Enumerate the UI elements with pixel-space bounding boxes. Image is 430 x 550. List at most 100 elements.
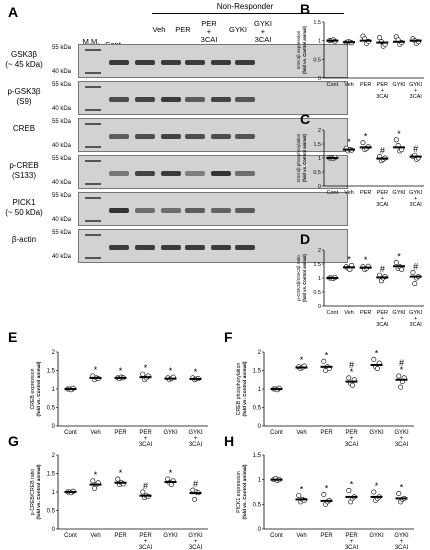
significance-mark: # [193, 479, 198, 489]
x-tick-label: + [381, 196, 384, 202]
protein-band [185, 208, 205, 213]
marker-band [85, 234, 101, 236]
significance-mark: * [375, 348, 379, 358]
x-tick-label: + [144, 436, 148, 442]
data-point [349, 382, 355, 388]
protein-band [235, 97, 255, 102]
y-tick-label: 0 [318, 76, 321, 82]
blot-image [78, 44, 348, 78]
marker-band [85, 86, 101, 88]
kda-upper: 55 kDa [52, 230, 72, 236]
blot-protein: β-actin [11, 235, 37, 244]
x-tick-label: GYKI [163, 430, 178, 436]
data-point [371, 489, 377, 495]
x-tick-label: + [194, 539, 198, 545]
y-tick-label: 1 [318, 156, 321, 162]
x-tick-label: 3CAI [139, 442, 153, 448]
protein-band [185, 97, 205, 102]
blot-label: β-actin [0, 235, 48, 245]
lane-gyki-3cai-line3: 3CAI [254, 35, 272, 44]
group-header-line [152, 13, 344, 14]
kda-upper: 55 kDa [52, 45, 72, 51]
data-point [398, 384, 404, 390]
protein-band [161, 97, 181, 102]
x-tick-label: GYKI [392, 190, 406, 196]
kda-lower: 40 kDa [52, 69, 72, 75]
y-tick-label: 1 [318, 39, 321, 45]
x-tick-label: PER [114, 533, 127, 539]
x-tick-label: GYKI [392, 82, 406, 88]
x-tick-label: GYKI [369, 430, 384, 436]
significance-mark: * [347, 254, 351, 264]
protein-band [211, 171, 231, 176]
y-tick-label: 0.5 [47, 406, 56, 412]
lane-veh: Veh [152, 25, 166, 34]
data-point [410, 269, 416, 275]
x-tick-label: + [350, 539, 354, 545]
x-tick-label: Veh [344, 82, 353, 88]
protein-band [185, 245, 205, 250]
protein-band [109, 208, 129, 213]
x-tick-label: 3CAI [345, 442, 359, 448]
y-axis-label: PICK1 expression [236, 471, 242, 513]
y-tick-label: 1.5 [253, 453, 262, 459]
protein-band [235, 60, 255, 65]
data-point [377, 35, 383, 41]
x-tick-label: 3CAI [410, 202, 423, 208]
x-tick-label: 3CAI [376, 94, 389, 100]
x-tick-label: + [414, 88, 417, 94]
significance-mark: * [350, 480, 354, 490]
blot-size: (S133) [11, 171, 36, 180]
significance-mark: * [300, 355, 304, 365]
kda-upper: 55 kDa [52, 119, 72, 125]
y-tick-label: 0 [258, 527, 262, 533]
kda-lower: 40 kDa [52, 106, 72, 112]
y-tick-label: 0 [318, 184, 321, 190]
y-tick-label: 1.5 [47, 472, 56, 478]
x-tick-label: 3CAI [395, 442, 409, 448]
blot-image [78, 81, 348, 115]
x-tick-label: PER [360, 82, 371, 88]
x-tick-label: 3CAI [410, 322, 423, 328]
blot-size: (~ 45 kDa) [5, 60, 43, 69]
protein-band [161, 60, 181, 65]
x-tick-label: Veh [296, 533, 306, 539]
significance-mark: * [397, 252, 401, 262]
marker-band [85, 160, 101, 162]
protein-band [135, 60, 155, 65]
x-tick-label: + [414, 316, 417, 322]
x-tick-label: 3CAI [139, 545, 153, 550]
x-tick-label: + [350, 436, 354, 442]
y-tick-label: 1 [52, 490, 56, 496]
protein-band [161, 245, 181, 250]
lane-per-3cai-line3: 3CAI [200, 35, 218, 44]
x-tick-label: PER [114, 430, 127, 436]
data-point [192, 496, 198, 502]
data-point [321, 358, 327, 364]
significance-mark: * [144, 363, 148, 373]
y-tick-label: 1.5 [47, 369, 56, 375]
y-axis-label: p-GSK3β/GSK3β ratio [296, 255, 301, 301]
blot-label: CREB [0, 124, 48, 134]
x-tick-label: + [400, 436, 404, 442]
data-point [374, 366, 380, 372]
x-tick-label: PER [139, 533, 152, 539]
y-axis-sublabel: (fold vs. Control animal) [302, 25, 307, 74]
significance-mark: * [119, 366, 123, 376]
marker-band [85, 72, 101, 74]
x-tick-label: 3CAI [410, 94, 423, 100]
data-point [371, 356, 377, 362]
y-tick-label: 1 [258, 478, 262, 484]
blot-protein: PICK1 [12, 198, 36, 207]
y-tick-label: 1 [258, 387, 262, 393]
protein-band [161, 171, 181, 176]
significance-mark: # [380, 264, 385, 274]
y-tick-label: 2 [318, 128, 321, 134]
x-tick-label: GYKI [394, 430, 409, 436]
protein-band [109, 97, 129, 102]
protein-band [211, 60, 231, 65]
y-tick-label: 2 [52, 350, 56, 356]
x-tick-label: Cont [270, 430, 283, 436]
data-point [321, 491, 327, 497]
